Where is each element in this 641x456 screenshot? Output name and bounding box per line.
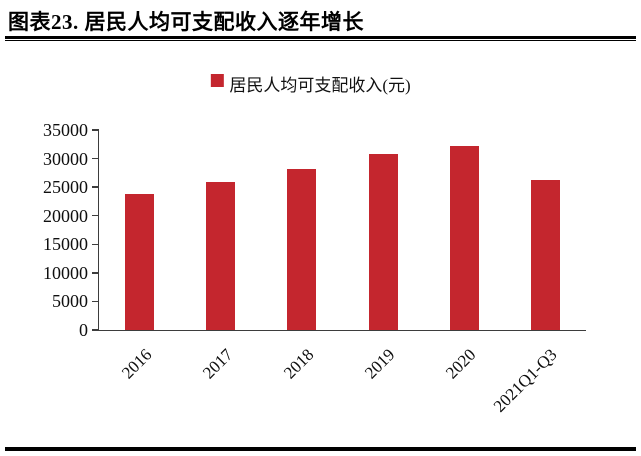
bar-2020 (449, 146, 479, 330)
x-axis-label: 2021Q1-Q3 (489, 345, 561, 416)
x-axis-label: 2016 (117, 345, 156, 383)
y-axis-label: 10000 (43, 262, 88, 283)
y-axis-tick (92, 272, 99, 274)
legend-marker-swatch (210, 74, 224, 87)
title-divider (5, 36, 636, 41)
bar-2019 (368, 154, 398, 330)
y-axis-label: 5000 (52, 291, 88, 312)
x-axis-label: 2020 (442, 345, 480, 383)
bar-2017 (206, 181, 236, 330)
chart-legend: 居民人均可支配收入(元) (210, 71, 411, 96)
bar-2021Q1-Q3 (530, 179, 560, 330)
y-axis-label: 25000 (43, 177, 88, 198)
y-axis-label: 35000 (43, 120, 88, 140)
legend-label: 居民人均可支配收入(元) (229, 76, 411, 95)
y-axis-tick (92, 243, 99, 246)
plot-area: 0 5000 10000 15000 20000 25000 30000 35000 2016 2… (43, 120, 586, 416)
y-axis-label: 30000 (43, 148, 88, 169)
y-axis-tick (92, 214, 99, 217)
figure-title: 图表23. 居民人均可支配收入逐年增长 (8, 10, 364, 34)
y-axis-tick (92, 157, 99, 160)
y-axis-tick (92, 329, 99, 331)
y-axis-tick (92, 186, 99, 188)
y-axis-tick (92, 300, 99, 303)
y-axis-label: 0 (79, 320, 88, 340)
x-axis-label: 2017 (198, 345, 237, 383)
bottom-divider (5, 447, 636, 451)
x-axis-label: 2018 (279, 345, 318, 383)
x-axis-label: 2019 (361, 345, 399, 383)
y-axis-label: 15000 (43, 234, 88, 255)
bar-2016 (125, 193, 155, 330)
bar-2018 (287, 168, 317, 330)
y-axis-tick (92, 129, 99, 131)
y-axis-label: 20000 (43, 205, 88, 226)
